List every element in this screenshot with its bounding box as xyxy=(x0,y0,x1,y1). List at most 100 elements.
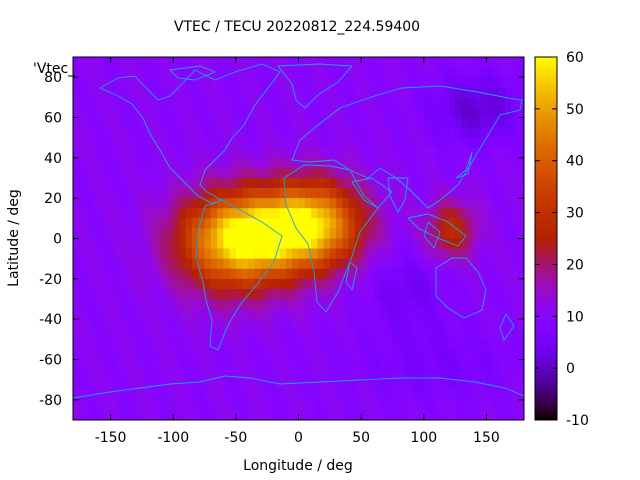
heatmap-cell xyxy=(486,67,494,78)
heatmap-cell xyxy=(492,218,500,230)
heatmap-cell xyxy=(204,288,212,300)
heatmap-cell xyxy=(298,198,306,209)
heatmap-cell xyxy=(311,339,318,351)
heatmap-cell xyxy=(110,288,118,300)
heatmap-cell xyxy=(254,409,262,420)
heatmap-cell xyxy=(91,258,99,270)
heatmap-cell xyxy=(298,248,306,260)
heatmap-cell xyxy=(135,228,143,240)
heatmap-cell xyxy=(154,167,162,179)
heatmap-cell xyxy=(198,117,206,129)
heatmap-cell xyxy=(367,127,375,139)
heatmap-cell xyxy=(430,278,437,290)
heatmap-cell xyxy=(292,137,300,149)
heatmap-cell xyxy=(430,137,437,149)
heatmap-cell xyxy=(91,389,99,401)
heatmap-cell xyxy=(455,349,462,361)
heatmap-cell xyxy=(217,127,224,139)
heatmap-cell xyxy=(517,147,524,159)
heatmap-cell xyxy=(141,329,149,340)
heatmap-cell xyxy=(85,137,93,149)
heatmap-cell xyxy=(367,77,375,88)
colorbar-segment xyxy=(535,147,557,152)
heatmap-cell xyxy=(116,248,124,260)
heatmap-cell xyxy=(254,288,262,300)
heatmap-cell xyxy=(279,77,287,88)
heatmap-cell xyxy=(198,157,206,169)
heatmap-cell xyxy=(260,299,268,310)
heatmap-cell xyxy=(336,288,343,300)
heatmap-cell xyxy=(254,188,262,199)
heatmap-cell xyxy=(160,218,168,230)
heatmap-cell xyxy=(511,379,519,391)
heatmap-cell xyxy=(298,399,306,411)
heatmap-cell xyxy=(467,147,475,159)
heatmap-cell xyxy=(486,278,494,290)
heatmap-cell xyxy=(311,309,318,320)
heatmap-cell xyxy=(260,107,268,119)
heatmap-cell xyxy=(498,288,506,300)
heatmap-cell xyxy=(217,409,224,420)
heatmap-cell xyxy=(436,399,444,411)
heatmap-cell xyxy=(348,107,356,119)
heatmap-cell xyxy=(379,77,387,88)
heatmap-cell xyxy=(285,349,293,361)
x-tick-label: 50 xyxy=(352,430,370,446)
heatmap-cell xyxy=(129,218,137,230)
heatmap-cell xyxy=(154,299,162,310)
heatmap-cell xyxy=(361,178,368,189)
heatmap-cell xyxy=(373,97,381,109)
colorbar-segment xyxy=(535,232,557,236)
heatmap-cell xyxy=(104,188,112,199)
heatmap-cell xyxy=(254,178,262,189)
colorbar-segment xyxy=(535,75,557,79)
heatmap-cell xyxy=(267,87,275,98)
heatmap-cell xyxy=(317,359,325,371)
heatmap-cell xyxy=(116,389,124,401)
heatmap-cell xyxy=(411,87,419,98)
heatmap-cell xyxy=(336,278,343,290)
heatmap-cell xyxy=(367,409,375,420)
heatmap-cell xyxy=(492,97,500,109)
heatmap-cell xyxy=(192,339,199,351)
heatmap-cell xyxy=(323,188,331,199)
heatmap-cell xyxy=(455,248,462,260)
heatmap-cell xyxy=(373,127,381,139)
heatmap-cell xyxy=(448,178,456,189)
colorbar-tick-label: 10 xyxy=(566,309,584,325)
heatmap-cell xyxy=(135,278,143,290)
heatmap-cell xyxy=(379,67,387,78)
heatmap-cell xyxy=(361,147,368,159)
heatmap-cell xyxy=(392,329,400,340)
heatmap-cell xyxy=(505,409,513,420)
heatmap-cell xyxy=(229,208,237,219)
heatmap-cell xyxy=(235,57,243,68)
heatmap-cell xyxy=(148,339,156,351)
heatmap-cell xyxy=(98,137,105,149)
heatmap-cell xyxy=(304,188,312,199)
heatmap-cell xyxy=(98,349,105,361)
heatmap-cell xyxy=(505,218,513,230)
heatmap-cell xyxy=(129,157,137,169)
heatmap-cell xyxy=(342,309,350,320)
heatmap-cell xyxy=(430,107,437,119)
heatmap-cell xyxy=(329,409,337,420)
heatmap-cell xyxy=(267,278,275,290)
heatmap-cell xyxy=(210,369,218,381)
heatmap-cell xyxy=(304,178,312,189)
heatmap-cell xyxy=(235,208,243,219)
heatmap-cell xyxy=(323,117,331,129)
heatmap-cell xyxy=(73,188,80,199)
colorbar-segment xyxy=(535,314,557,318)
heatmap-cell xyxy=(329,399,337,411)
heatmap-cell xyxy=(217,309,224,320)
heatmap-cell xyxy=(361,117,368,129)
heatmap-cell xyxy=(135,157,143,169)
heatmap-cell xyxy=(423,258,431,270)
heatmap-cell xyxy=(511,228,519,240)
heatmap-cell xyxy=(336,339,343,351)
heatmap-cell xyxy=(492,67,500,78)
heatmap-cell xyxy=(430,188,437,199)
heatmap-cell xyxy=(311,157,318,169)
heatmap-cell xyxy=(104,389,112,401)
